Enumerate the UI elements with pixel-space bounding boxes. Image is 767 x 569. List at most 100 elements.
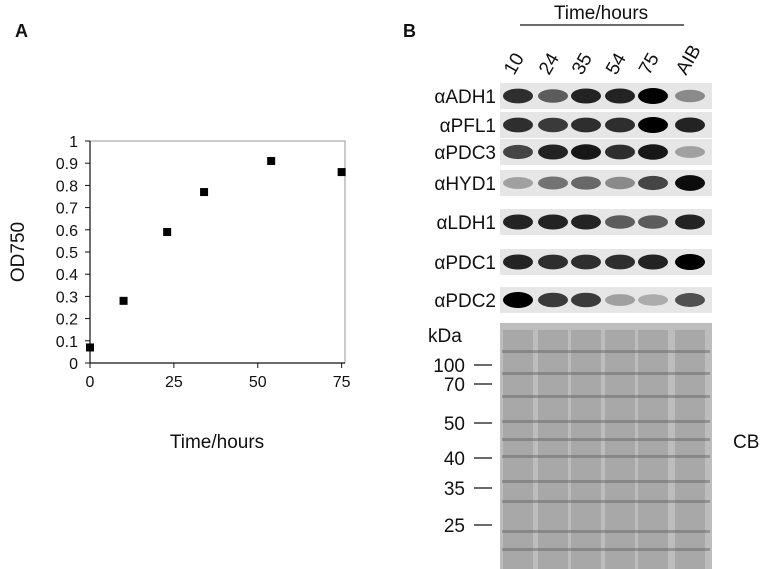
y-tick-label: 0 — [69, 356, 78, 373]
marker-label: 70 — [444, 375, 465, 396]
band — [538, 89, 568, 103]
gel-band — [502, 438, 710, 441]
marker-label: 40 — [444, 449, 465, 470]
y-tick-label: 0.6 — [56, 223, 78, 240]
panel-label: B — [403, 21, 416, 41]
band — [503, 117, 533, 133]
x-tick-label: 0 — [86, 374, 95, 391]
point — [86, 343, 94, 352]
band — [605, 88, 635, 104]
antibody-label: αPFL1 — [440, 116, 496, 137]
band — [638, 254, 668, 270]
band — [538, 214, 568, 230]
lane-label: AIB — [672, 41, 705, 78]
band — [571, 144, 601, 160]
y-tick-label: 0.1 — [56, 334, 78, 351]
antibody-label: αPDC3 — [434, 143, 496, 164]
y-tick-label: 0.5 — [56, 245, 78, 262]
band — [503, 214, 533, 230]
gel-lane — [675, 330, 705, 569]
band — [538, 254, 568, 270]
y-tick-label: 0.8 — [56, 178, 78, 195]
band — [538, 176, 568, 190]
band — [571, 254, 601, 270]
band — [571, 176, 601, 190]
gel-band — [502, 455, 710, 458]
band — [605, 215, 635, 229]
marker-label: 100 — [433, 356, 465, 377]
band — [538, 144, 568, 160]
gel-band — [502, 500, 710, 503]
band — [503, 88, 533, 104]
band — [605, 176, 635, 190]
marker-label: 35 — [444, 479, 465, 500]
band — [638, 294, 668, 306]
gel-band — [502, 548, 710, 551]
band — [571, 214, 601, 230]
antibody-label: αADH1 — [434, 87, 496, 108]
plot-frame — [89, 140, 346, 364]
gel-band — [502, 395, 710, 398]
lane-label: 10 — [500, 50, 529, 79]
band — [503, 292, 533, 308]
point — [337, 168, 346, 177]
point — [119, 296, 128, 305]
band — [638, 175, 668, 191]
antibody-label: αPDC2 — [434, 291, 496, 312]
y-tick-label: 0.3 — [56, 289, 78, 306]
gel-lane — [538, 330, 568, 569]
gel-band — [502, 480, 710, 483]
band — [538, 117, 568, 133]
band — [605, 254, 635, 270]
lane-label: 24 — [535, 49, 564, 78]
band — [638, 215, 668, 229]
band — [675, 214, 705, 230]
band — [503, 254, 533, 270]
y-tick-label: 0.4 — [56, 267, 78, 284]
band — [503, 144, 533, 160]
x-tick-label: 50 — [249, 374, 267, 391]
lane-label: 35 — [568, 50, 597, 79]
y-tick-label: 0.7 — [56, 201, 78, 218]
gel — [500, 323, 712, 569]
gel-lane — [503, 330, 533, 569]
marker-unit: kDa — [428, 326, 462, 347]
band — [605, 294, 635, 306]
gel-lane — [638, 330, 668, 569]
lane-label: 54 — [602, 49, 631, 78]
band — [675, 293, 705, 307]
band — [638, 144, 668, 160]
band — [605, 144, 635, 160]
y-axis-label: OD750 — [8, 222, 29, 282]
gel-band — [502, 530, 710, 533]
band — [675, 89, 705, 103]
antibody-label: αLDH1 — [436, 213, 496, 234]
band — [605, 117, 635, 133]
marker-label: 25 — [444, 516, 465, 537]
band — [638, 88, 668, 104]
antibody-label: αHYD1 — [434, 174, 496, 195]
band — [571, 88, 601, 104]
panel-label: A — [15, 21, 28, 41]
x-axis-label: Time/hours — [170, 432, 264, 453]
y-tick-label: 1 — [69, 134, 78, 151]
band — [503, 177, 533, 189]
y-tick-label: 0.9 — [56, 156, 78, 173]
gel-band — [502, 350, 710, 353]
y-tick-label: 0.2 — [56, 312, 78, 329]
band — [675, 146, 705, 158]
band — [571, 292, 601, 308]
lane-label: 75 — [635, 50, 664, 79]
band — [538, 292, 568, 308]
band — [571, 117, 601, 133]
gel-lane — [605, 330, 635, 569]
point — [200, 188, 209, 197]
point — [163, 228, 172, 237]
gel-band — [502, 420, 710, 423]
marker-label: 50 — [444, 414, 465, 435]
band — [675, 254, 705, 270]
blot-title: Time/hours — [554, 3, 648, 24]
gel-band — [502, 372, 710, 375]
gel-lane — [571, 330, 601, 569]
